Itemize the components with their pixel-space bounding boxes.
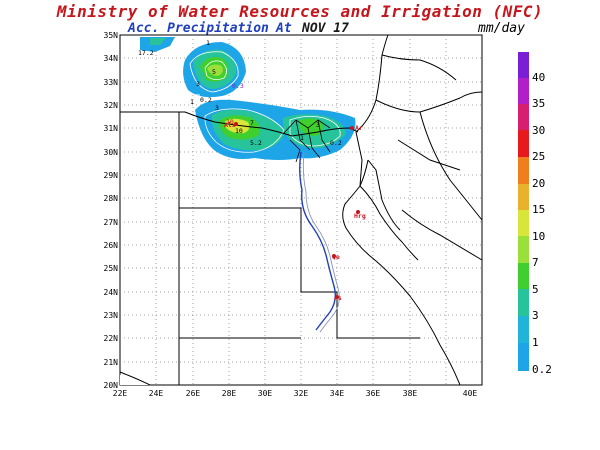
country-borders xyxy=(119,34,483,386)
contour-label: 0.2 xyxy=(200,96,212,104)
city-label: Qe xyxy=(332,253,340,261)
contour-label: 0.3 xyxy=(232,82,244,90)
contour-label: 7 xyxy=(250,119,254,127)
contour-label: 5 xyxy=(212,68,216,76)
colorbar-label: 40 xyxy=(532,71,545,84)
colorbar-swatch xyxy=(518,130,529,157)
colorbar-label: 10 xyxy=(532,230,545,243)
delta-boundaries xyxy=(282,119,331,163)
nile-river xyxy=(299,151,340,333)
lon-label: 24E xyxy=(149,389,164,398)
lon-label: 26E xyxy=(186,389,201,398)
lon-label: 28E xyxy=(222,389,237,398)
city-dot xyxy=(234,122,238,126)
lon-label: 38E xyxy=(403,389,418,398)
page-title: Ministry of Water Resources and Irrigati… xyxy=(56,2,544,21)
colorbar-swatch xyxy=(518,210,529,236)
contour-label: 1 xyxy=(300,134,304,142)
lat-label: 20N xyxy=(104,381,119,390)
map-gridlines xyxy=(120,35,482,385)
city-label: Hrg xyxy=(354,212,366,220)
lat-label: 22N xyxy=(104,334,119,343)
colorbar-label: 35 xyxy=(532,97,545,110)
colorbar-label: 0.2 xyxy=(532,363,552,376)
contour-label: 17.2 xyxy=(138,49,154,57)
colorbar-label: 3 xyxy=(532,309,539,322)
product-label: Acc. Precipitation xyxy=(128,21,269,36)
lat-label: 34N xyxy=(104,54,119,63)
lat-label: 31N xyxy=(104,124,119,133)
lon-label: 40E xyxy=(463,389,478,398)
lat-label: 32N xyxy=(104,101,119,110)
colorbar-swatch xyxy=(518,263,529,289)
contour-label: 0.2 xyxy=(330,139,342,147)
colorbar-label: 25 xyxy=(532,150,545,163)
lon-label: 32E xyxy=(294,389,309,398)
city-label: Ar xyxy=(355,124,363,132)
city-dot xyxy=(332,254,336,258)
date-label: NOV 17 xyxy=(302,21,349,36)
city-dot xyxy=(356,210,360,214)
contour-label: 1 xyxy=(190,98,194,106)
colorbar-swatch xyxy=(518,343,529,371)
city-dot xyxy=(350,126,354,130)
lat-label: 27N xyxy=(104,218,119,227)
contour-label: 1 xyxy=(206,39,210,47)
city-label: Alx xyxy=(224,121,236,129)
contour-label: 10 xyxy=(226,118,234,126)
city-dot xyxy=(335,295,339,299)
colorbar-swatch xyxy=(518,104,529,130)
lat-label: 21N xyxy=(104,358,119,367)
lat-label: 25N xyxy=(104,264,119,273)
colorbar-labels: 40 35 30 25 20 15 10 7 5 3 1 0.2 xyxy=(532,71,552,376)
lat-label: 24N xyxy=(104,288,119,297)
colorbar-label: 1 xyxy=(532,336,539,349)
colorbar xyxy=(518,52,529,371)
lat-axis: 35N 34N 33N 32N 31N 30N 29N 28N 27N 26N … xyxy=(104,31,119,390)
colorbar-swatch xyxy=(518,52,529,78)
contour-label: 3 xyxy=(215,104,219,112)
lat-label: 35N xyxy=(104,31,119,40)
lat-label: 28N xyxy=(104,194,119,203)
lon-label: 22E xyxy=(113,389,128,398)
lat-label: 33N xyxy=(104,78,119,87)
contour-label: 3 xyxy=(316,121,320,129)
contour-labels: 17.2 1 5 3 1 0.2 0.3 10 10 3 7 5.2 3 1 0… xyxy=(138,39,342,147)
contour-label: 10 xyxy=(235,127,243,135)
colorbar-label: 15 xyxy=(532,203,545,216)
colorbar-swatch xyxy=(518,78,529,104)
colorbar-swatch xyxy=(518,316,529,343)
lat-label: 26N xyxy=(104,241,119,250)
colorbar-swatch xyxy=(518,236,529,263)
colorbar-label: 20 xyxy=(532,177,545,190)
precip-shading xyxy=(120,37,356,385)
units-label: mm/day xyxy=(478,21,525,36)
lat-label: 30N xyxy=(104,148,119,157)
precip-contours xyxy=(121,51,341,153)
lat-label: 23N xyxy=(104,311,119,320)
colorbar-swatch xyxy=(518,184,529,210)
at-label: At xyxy=(276,21,292,36)
colorbar-label: 7 xyxy=(532,256,539,269)
lon-label: 34E xyxy=(330,389,345,398)
colorbar-swatch xyxy=(518,289,529,316)
lon-label: 30E xyxy=(258,389,273,398)
lat-label: 29N xyxy=(104,171,119,180)
lon-axis: 22E 24E 26E 28E 30E 32E 34E 36E 38E 40E xyxy=(113,389,478,398)
colorbar-label: 5 xyxy=(532,283,539,296)
lon-label: 36E xyxy=(366,389,381,398)
colorbar-label: 30 xyxy=(532,124,545,137)
city-markers: Alx Ar Hrg Qe As xyxy=(224,121,366,302)
colorbar-swatch xyxy=(518,157,529,184)
city-label: As xyxy=(334,294,342,302)
contour-label: 3 xyxy=(196,80,200,88)
contour-label: 5.2 xyxy=(250,139,262,147)
